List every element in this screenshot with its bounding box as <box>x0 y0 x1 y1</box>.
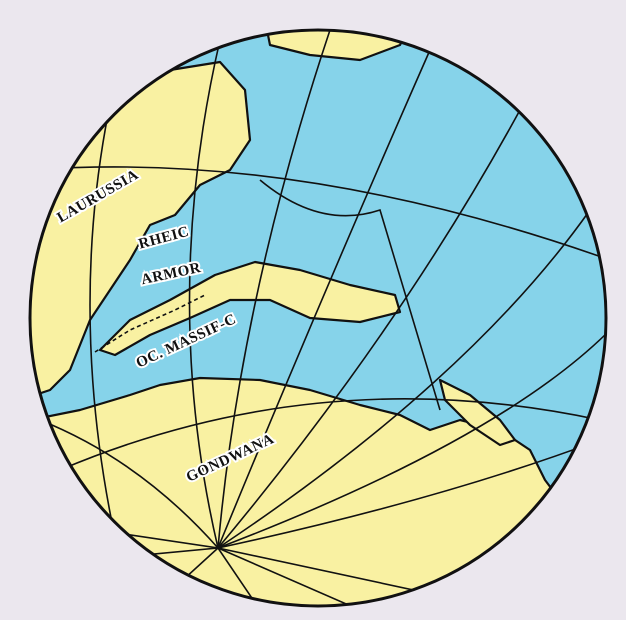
armor <box>98 260 402 357</box>
north-landmass <box>263 30 412 62</box>
subduction-zone <box>94 294 206 353</box>
globe-outline <box>28 28 608 608</box>
island <box>438 378 517 447</box>
